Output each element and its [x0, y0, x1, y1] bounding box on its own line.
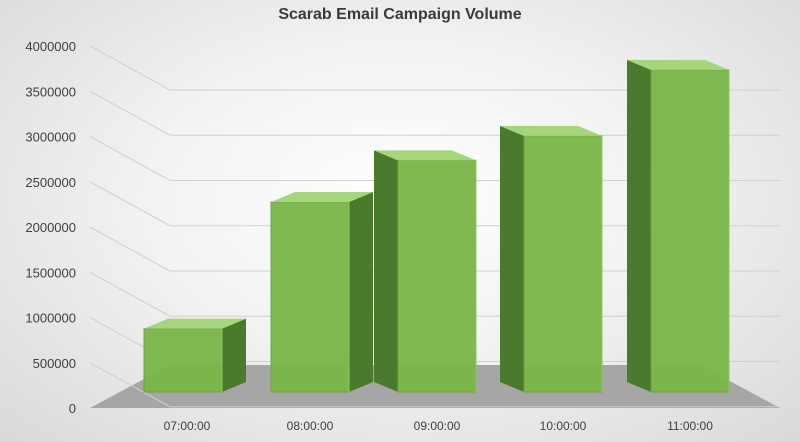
x-tick-label: 11:00:00: [667, 419, 713, 433]
bar-top: [500, 125, 602, 136]
y-tick-label: 3500000: [25, 84, 76, 99]
bar-top: [144, 318, 246, 329]
bar-top: [271, 191, 373, 202]
x-tick-label: 10:00:00: [540, 419, 587, 433]
bar-side: [222, 318, 246, 392]
y-tick-label: 3000000: [25, 130, 76, 145]
bar: [397, 159, 477, 393]
bar-side: [374, 150, 398, 392]
bar: [523, 135, 603, 393]
bar-top: [374, 150, 476, 161]
bar: [143, 328, 223, 393]
bar: [270, 201, 350, 393]
x-tick-label: 07:00:00: [164, 419, 211, 433]
x-tick-label: 08:00:00: [287, 419, 334, 433]
y-tick-label: 2500000: [25, 175, 76, 190]
y-tick-label: 4000000: [25, 39, 76, 54]
y-tick-label: 1000000: [25, 311, 76, 326]
bar-top: [627, 59, 729, 70]
y-tick-label: 1500000: [25, 265, 76, 280]
chart-title: Scarab Email Campaign Volume: [278, 6, 522, 23]
x-tick-label: 09:00:00: [414, 419, 461, 433]
bar: [650, 69, 730, 393]
bar-side: [627, 59, 651, 392]
bar-side: [500, 125, 524, 392]
gridline: [89, 45, 780, 91]
bar-side: [349, 191, 373, 392]
y-tick-label: 500000: [33, 356, 76, 371]
gridline: [89, 362, 780, 408]
y-tick-label: 2000000: [25, 220, 76, 235]
y-tick-label: 0: [69, 401, 76, 416]
